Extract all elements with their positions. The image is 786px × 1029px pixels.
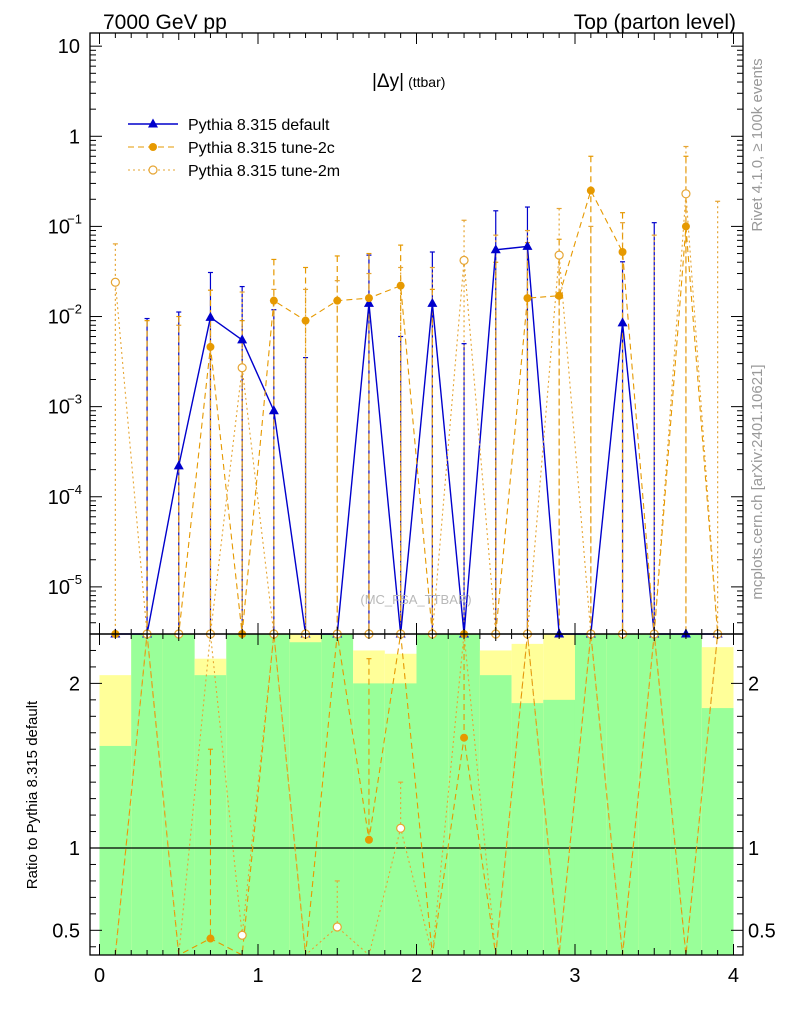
ratio-ylabel: Ratio to Pythia 8.315 default <box>24 700 41 889</box>
ratio-marker-open-circle <box>332 922 342 932</box>
ratio-y-tick-label: 1 <box>69 838 80 860</box>
band-green-bin <box>701 708 734 955</box>
band-green-bin <box>384 683 417 955</box>
ratio-marker-circle <box>364 835 373 844</box>
marker-circle <box>396 281 405 290</box>
plot-title: |Δy| (ttbar) <box>372 71 445 92</box>
top-error-bars <box>112 145 721 634</box>
ratio-series <box>90 633 743 957</box>
band-green-bin <box>606 634 639 955</box>
legend: Pythia 8.315 default Pythia 8.315 tune-2c… <box>128 117 340 180</box>
marker-triangle <box>205 311 216 321</box>
marker-triangle <box>490 244 501 254</box>
marker-circle <box>364 294 373 303</box>
marker-open-circle <box>681 189 691 199</box>
y-tick-label: 10 <box>48 577 70 599</box>
marker-circle <box>555 291 564 300</box>
marker-circle <box>618 247 627 256</box>
y-tick-label: 10 <box>48 216 70 238</box>
x-tick-label: 4 <box>728 965 739 987</box>
marker-circle <box>206 342 215 351</box>
y-tick-exponent: −4 <box>67 482 82 497</box>
plot-title-main: |Δy| <box>372 71 404 92</box>
x-tick-label: 1 <box>252 965 263 987</box>
ratio-series-line <box>114 633 719 957</box>
ratio-y-tick-label-right: 1 <box>748 838 759 860</box>
ratio-marker-open-circle <box>237 930 247 940</box>
mcplots-label: mcplots.cern.ch [arXiv:2401.10621] <box>749 364 766 599</box>
ratio-y-tick-label: 0.5 <box>52 920 80 942</box>
y-tick-exponent: −3 <box>67 392 82 407</box>
marker-triangle <box>237 334 248 344</box>
legend-label: Pythia 8.315 default <box>188 117 330 134</box>
marker-triangle <box>617 317 628 327</box>
y-tick-label: 10 <box>58 36 80 58</box>
band-green-bin <box>670 634 702 955</box>
ratio-marker-circle <box>206 934 215 943</box>
legend-marker-circle <box>149 143 157 151</box>
ratio-marker-circle <box>460 733 469 742</box>
y-tick-exponent: −5 <box>67 572 82 587</box>
band-green-bin <box>226 634 259 955</box>
ratio-y-tick-label-right: 0.5 <box>748 920 776 942</box>
y-tick-label: 10 <box>48 307 70 329</box>
marker-circle <box>269 296 278 305</box>
rivet-label: Rivet 4.1.0, ≥ 100k events <box>749 58 766 231</box>
header-right: Top (parton level) <box>574 11 736 34</box>
marker-circle <box>301 316 310 325</box>
series-line <box>115 245 718 635</box>
plot-title-suffix: (ttbar) <box>408 74 445 90</box>
legend-marker-triangle <box>148 118 158 128</box>
marker-circle <box>333 296 342 305</box>
y-tick-label: 10 <box>48 397 70 419</box>
band-green-bin <box>448 634 480 955</box>
marker-open-circle <box>554 250 564 260</box>
band-green-bin <box>131 634 163 955</box>
series-line <box>115 189 719 635</box>
ratio-bands <box>99 634 734 955</box>
band-green-bin <box>638 634 671 955</box>
marker-open-circle <box>459 255 469 265</box>
legend-marker-open-circle <box>148 165 158 175</box>
marker-circle <box>681 222 690 231</box>
marker-triangle <box>173 460 184 470</box>
marker-open-circle <box>237 363 247 373</box>
x-tick-label: 2 <box>411 965 422 987</box>
legend-label: Pythia 8.315 tune-2c <box>188 140 335 157</box>
marker-triangle <box>363 297 374 307</box>
y-tick-exponent: −1 <box>67 211 82 226</box>
analysis-watermark: (MC_FSA_TTBAR) <box>360 592 471 607</box>
band-green-bin <box>289 642 322 955</box>
marker-triangle <box>427 297 438 307</box>
marker-open-circle <box>110 277 120 287</box>
y-tick-label: 10 <box>48 487 70 509</box>
ratio-y-tick-label: 2 <box>69 673 80 695</box>
band-green-bin <box>543 699 575 955</box>
marker-circle <box>523 294 532 303</box>
y-tick-exponent: −2 <box>67 302 82 317</box>
marker-triangle <box>522 240 533 250</box>
band-green-bin <box>162 634 195 955</box>
legend-label: Pythia 8.315 tune-2m <box>188 163 340 180</box>
y-tick-label: 1 <box>69 126 80 148</box>
marker-triangle <box>268 405 279 415</box>
header-left: 7000 GeV pp <box>103 11 227 34</box>
marker-circle <box>586 186 595 195</box>
ratio-y-tick-label-right: 2 <box>748 673 759 695</box>
band-green-bin <box>258 634 290 955</box>
x-tick-label: 0 <box>94 965 105 987</box>
x-tick-label: 3 <box>569 965 580 987</box>
band-green-bin <box>99 745 132 955</box>
band-green-bin <box>416 634 449 955</box>
band-green-bin <box>574 634 607 955</box>
ratio-series-line <box>114 633 719 956</box>
ratio-marker-open-circle <box>396 823 406 833</box>
band-green-bin <box>479 675 512 955</box>
